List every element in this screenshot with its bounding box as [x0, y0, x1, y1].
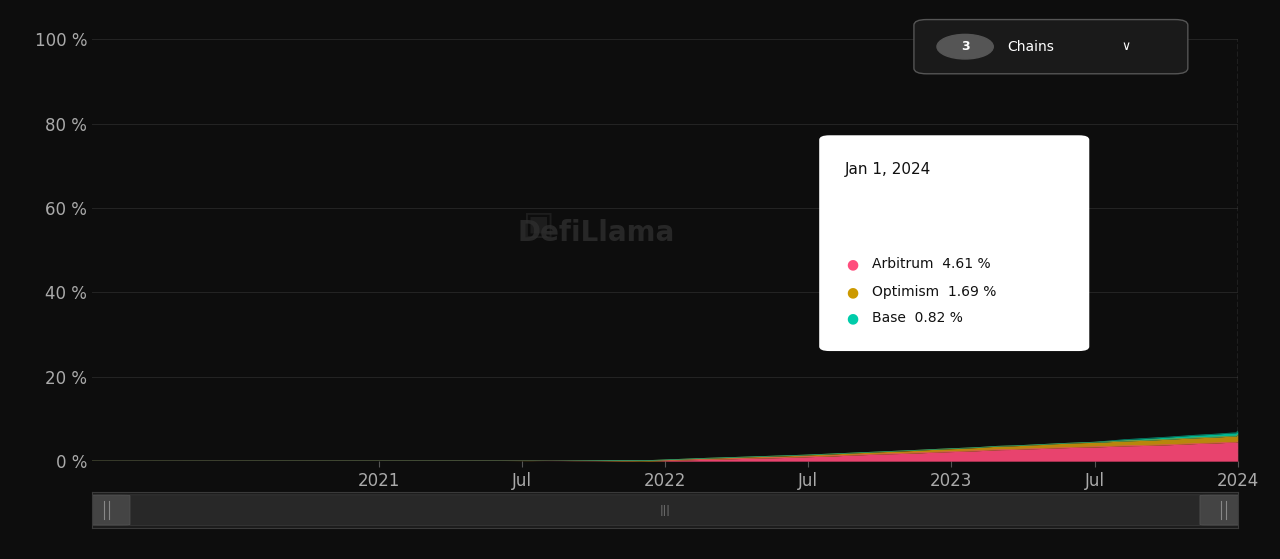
- Text: Arbitrum  4.61 %: Arbitrum 4.61 %: [872, 257, 991, 271]
- Text: DefiLlama: DefiLlama: [517, 219, 675, 247]
- Text: Jan 1, 2024: Jan 1, 2024: [845, 163, 931, 177]
- Text: Chains: Chains: [1007, 40, 1055, 54]
- Text: |||: |||: [659, 505, 671, 515]
- FancyBboxPatch shape: [76, 495, 1254, 525]
- Text: Base  0.82 %: Base 0.82 %: [872, 311, 963, 325]
- Text: Optimism  1.69 %: Optimism 1.69 %: [872, 285, 996, 299]
- Text: ●: ●: [846, 257, 858, 271]
- Text: ▣: ▣: [524, 209, 554, 241]
- Text: ●: ●: [846, 311, 858, 325]
- FancyBboxPatch shape: [87, 495, 131, 525]
- Text: ●: ●: [846, 285, 858, 299]
- FancyBboxPatch shape: [1199, 495, 1243, 525]
- Text: ∨: ∨: [1121, 40, 1132, 53]
- Text: 3: 3: [961, 40, 969, 53]
